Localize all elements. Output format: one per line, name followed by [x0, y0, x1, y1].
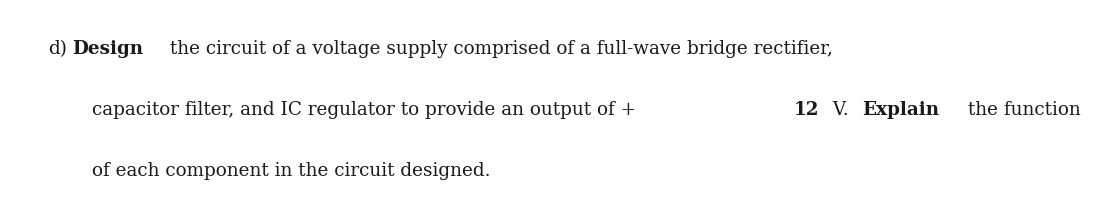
Text: Design: Design	[73, 40, 143, 58]
Text: d): d)	[48, 40, 67, 58]
Text: 12: 12	[794, 101, 820, 119]
Text: the function: the function	[962, 101, 1081, 119]
Text: Explain: Explain	[862, 101, 940, 119]
Text: of each component in the circuit designed.: of each component in the circuit designe…	[92, 162, 491, 180]
Text: the circuit of a voltage supply comprised of a full-wave bridge rectifier,: the circuit of a voltage supply comprise…	[165, 40, 833, 58]
Text: V.: V.	[827, 101, 855, 119]
Text: capacitor filter, and IC regulator to provide an output of +: capacitor filter, and IC regulator to pr…	[92, 101, 636, 119]
